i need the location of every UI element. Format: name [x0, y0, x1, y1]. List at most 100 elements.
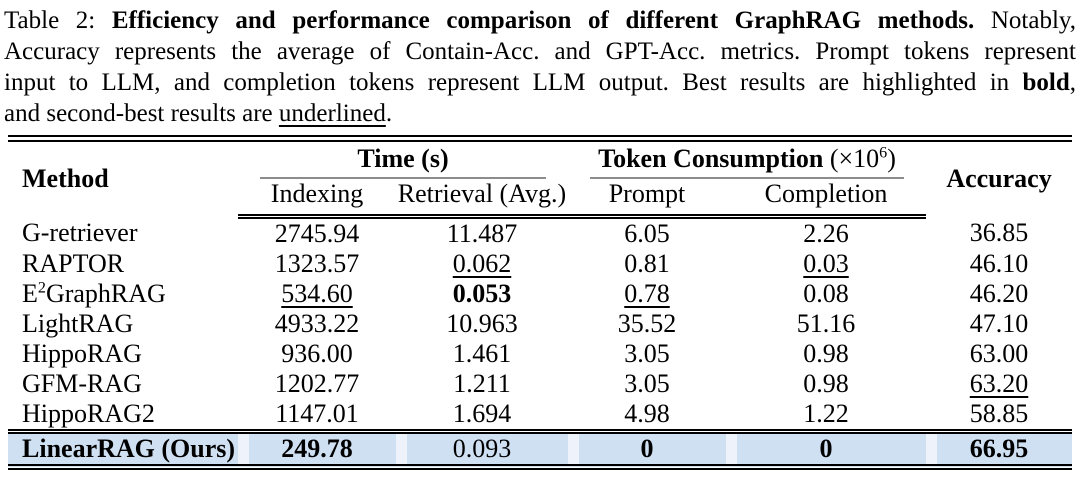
- method-name: E2GraphRAG: [8, 279, 238, 309]
- value-cell-indexing: 4933.22: [238, 309, 396, 339]
- caption-underlined-word: underlined: [278, 100, 386, 127]
- method-name-text: HippoRAG: [22, 339, 142, 368]
- value-cell-retrieval-avg: 0.093: [396, 429, 569, 467]
- caption-line-3: input to LLM, and completion tokens repr…: [4, 67, 1076, 98]
- cell-value: 58.85: [969, 399, 1029, 428]
- method-name-text: E: [22, 279, 38, 308]
- cell-value: 0: [640, 434, 654, 463]
- col-header-accuracy: Accuracy: [946, 164, 1052, 194]
- cell-value: 3.05: [624, 369, 670, 398]
- cell-value: 3.05: [624, 339, 670, 368]
- value-cell-indexing: 1202.77: [238, 369, 396, 399]
- token-unit-suffix: ): [887, 143, 896, 173]
- token-group-label: Token Consumption (×106): [568, 144, 926, 174]
- value-cell-retrieval-avg: 1.211: [396, 369, 568, 399]
- cell-value: 1.211: [453, 369, 511, 398]
- cell-value: 0.093: [452, 434, 512, 463]
- value-cell-completion: 1.22: [726, 399, 926, 432]
- value-cell-accuracy: 36.85: [926, 217, 1072, 250]
- cell-value: 6.05: [624, 219, 670, 248]
- col-header-indexing: Indexing: [238, 178, 396, 219]
- cell-value: 2.26: [803, 219, 849, 248]
- method-name-text: RAPTOR: [22, 249, 125, 278]
- value-cell-prompt: 3.05: [568, 339, 726, 369]
- cell-value: 4933.22: [274, 309, 360, 338]
- cell-value: 1202.77: [274, 369, 360, 398]
- cell-value: 66.95: [969, 434, 1029, 463]
- token-unit: (×106): [830, 144, 896, 173]
- comparison-table: Method Time (s) Token Consumption (×106)…: [8, 135, 1073, 470]
- cell-value: 0.98: [803, 369, 849, 398]
- table-row: HippoRAG 936.00 1.461 3.05 0.98 63.00: [8, 339, 1072, 369]
- caption-bold-word: bold: [1022, 69, 1070, 96]
- value-cell-accuracy: 63.20: [926, 369, 1072, 399]
- method-name: GFM-RAG: [8, 369, 238, 399]
- value-cell-indexing: 2745.94: [238, 217, 396, 250]
- value-cell-accuracy: 46.20: [926, 279, 1072, 309]
- value-cell-completion: 0.98: [726, 369, 926, 399]
- token-group-rule: [590, 176, 905, 179]
- highlight-row-linearrag: LinearRAG (Ours) 249.78 0.093 0 0 66.95: [8, 429, 1073, 467]
- time-group-label: Time (s): [357, 143, 449, 173]
- value-cell-retrieval-avg: 11.487: [396, 217, 568, 250]
- value-cell-prompt: 3.05: [568, 369, 726, 399]
- value-cell-accuracy: 47.10: [926, 309, 1072, 339]
- cell-value: 0.08: [803, 279, 849, 308]
- method-name-text: HippoRAG2: [22, 399, 155, 428]
- cell-value: 936.00: [281, 339, 353, 368]
- caption-line-1-suffix: Notably,: [974, 7, 1076, 34]
- method-name-text: GraphRAG: [45, 279, 166, 308]
- value-cell-indexing: 1147.01: [238, 399, 396, 432]
- value-cell-accuracy: 66.95: [926, 429, 1073, 467]
- time-group-rule: [260, 176, 547, 179]
- caption-line-3-text: input to LLM, and completion tokens repr…: [4, 69, 1023, 96]
- cell-value: 11.487: [446, 219, 518, 248]
- caption-line-1: Table 2: Efficiency and performance comp…: [4, 5, 1076, 36]
- table-row: LightRAG 4933.22 10.963 35.52 51.16 47.10: [8, 309, 1072, 339]
- cell-value: 1147.01: [275, 399, 359, 428]
- cell-value: 46.10: [969, 249, 1029, 278]
- col-header-completion: Completion: [726, 178, 927, 219]
- col-header-method: Method: [22, 164, 109, 194]
- cell-value: 63.00: [969, 339, 1029, 368]
- cell-value: 0.81: [624, 249, 670, 278]
- cell-value: 0.03: [803, 249, 849, 278]
- value-cell-completion: 0.03: [726, 249, 926, 279]
- value-cell-completion: 0.98: [726, 339, 926, 369]
- method-name: G-retriever: [8, 217, 238, 250]
- method-name-superscript: 2: [37, 279, 46, 297]
- method-name: HippoRAG2: [8, 399, 238, 432]
- value-cell-indexing: 936.00: [238, 339, 396, 369]
- cell-value: 0.78: [624, 279, 670, 308]
- method-name: RAPTOR: [8, 249, 238, 279]
- caption-line-4-text: and second-best results are: [4, 100, 279, 127]
- value-cell-prompt: 0.78: [568, 279, 726, 309]
- caption-line-2: Accuracy represents the average of Conta…: [4, 38, 1076, 65]
- cell-value: 0.98: [803, 339, 849, 368]
- method-name: HippoRAG: [8, 339, 238, 369]
- cell-value: 1.694: [452, 399, 512, 428]
- cell-value: 63.20: [969, 369, 1029, 398]
- paper-table-figure: Table 2: Efficiency and performance comp…: [4, 5, 1076, 470]
- value-cell-indexing: 1323.57: [238, 249, 396, 279]
- cell-value: 4.98: [624, 399, 670, 428]
- value-cell-prompt: 35.52: [568, 309, 726, 339]
- value-cell-accuracy: 63.00: [926, 339, 1072, 369]
- caption-line-3-suffix: ,: [1069, 69, 1076, 96]
- token-unit-prefix: (×10: [829, 143, 880, 173]
- cell-value: 0.062: [452, 249, 512, 278]
- value-cell-prompt: 6.05: [568, 217, 726, 250]
- value-cell-indexing: 249.78: [238, 429, 396, 467]
- value-cell-prompt: 4.98: [568, 399, 726, 432]
- col-header-retrieval-avg: Retrieval (Avg.): [396, 178, 569, 219]
- value-cell-completion: 51.16: [726, 309, 926, 339]
- method-name-text: LightRAG: [22, 309, 134, 338]
- col-header-prompt: Prompt: [568, 178, 727, 219]
- table-row: RAPTOR 1323.57 0.062 0.81 0.03 46.10: [8, 249, 1072, 279]
- method-name-text: LinearRAG (Ours): [22, 434, 236, 463]
- cell-value: 0: [819, 434, 833, 463]
- value-cell-completion: 0.08: [726, 279, 926, 309]
- token-unit-exponent: 6: [879, 143, 888, 161]
- table-header: Method Time (s) Token Consumption (×106)…: [8, 139, 1072, 219]
- caption-line-4-suffix: .: [385, 100, 393, 127]
